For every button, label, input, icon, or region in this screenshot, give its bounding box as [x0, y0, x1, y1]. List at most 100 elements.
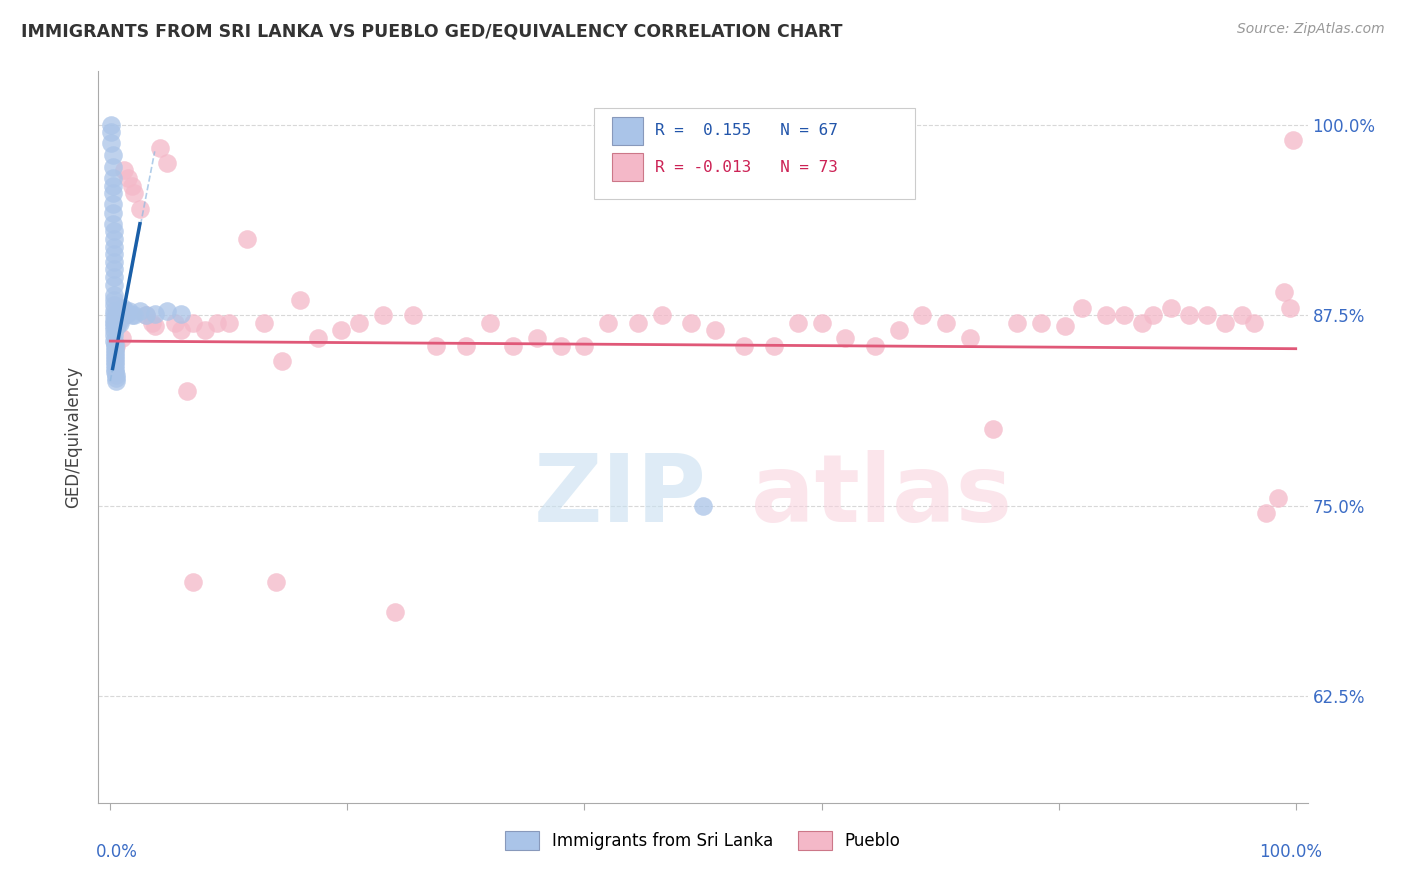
- Point: [103, 262, 125, 277]
- Point: [122, 308, 145, 322]
- Point: [101, 186, 124, 201]
- Point: [103, 318, 125, 333]
- Point: [1213, 316, 1236, 330]
- Point: [627, 316, 650, 330]
- Point: [1272, 285, 1295, 300]
- Point: [135, 308, 157, 322]
- Text: 100.0%: 100.0%: [1258, 843, 1322, 861]
- Point: [104, 340, 127, 354]
- Point: [103, 334, 125, 348]
- Point: [235, 232, 257, 246]
- Bar: [613, 117, 643, 145]
- Point: [103, 255, 125, 269]
- Text: atlas: atlas: [751, 450, 1012, 541]
- Point: [103, 303, 125, 318]
- Point: [103, 316, 125, 330]
- Point: [176, 384, 198, 399]
- Text: R =  0.155   N = 67: R = 0.155 N = 67: [655, 123, 838, 138]
- Point: [502, 338, 524, 352]
- Point: [271, 354, 294, 368]
- Point: [101, 197, 124, 211]
- Bar: [613, 153, 643, 181]
- Point: [810, 316, 832, 330]
- Point: [103, 239, 125, 253]
- Point: [105, 338, 128, 352]
- Point: [118, 303, 141, 318]
- Point: [692, 499, 714, 513]
- Point: [114, 163, 136, 178]
- Point: [104, 352, 127, 367]
- Point: [105, 310, 128, 324]
- Point: [100, 118, 122, 132]
- Point: [786, 316, 808, 330]
- Point: [115, 307, 138, 321]
- Point: [181, 316, 204, 330]
- Point: [103, 308, 125, 322]
- Point: [863, 338, 886, 352]
- Point: [111, 331, 134, 345]
- Point: [149, 140, 172, 154]
- Point: [101, 178, 124, 193]
- Point: [114, 303, 136, 318]
- Point: [1029, 316, 1052, 330]
- Point: [143, 318, 166, 333]
- Text: ZIP: ZIP: [534, 450, 707, 541]
- Point: [1267, 491, 1289, 505]
- Point: [834, 331, 856, 345]
- Point: [156, 155, 179, 169]
- Point: [103, 224, 125, 238]
- Point: [734, 338, 756, 352]
- Point: [104, 343, 127, 358]
- Point: [105, 308, 128, 322]
- Point: [101, 206, 124, 220]
- Point: [347, 316, 370, 330]
- Point: [103, 323, 125, 337]
- Point: [1053, 318, 1076, 333]
- Point: [104, 359, 127, 373]
- Point: [111, 303, 134, 318]
- Point: [100, 136, 122, 150]
- Point: [104, 346, 127, 360]
- Point: [103, 328, 125, 343]
- Point: [935, 316, 957, 330]
- Text: Source: ZipAtlas.com: Source: ZipAtlas.com: [1237, 22, 1385, 37]
- Point: [129, 303, 152, 318]
- Point: [129, 202, 152, 216]
- Point: [107, 303, 129, 318]
- Point: [959, 331, 981, 345]
- Point: [105, 312, 128, 326]
- Point: [401, 308, 423, 322]
- Point: [103, 288, 125, 302]
- Point: [1282, 133, 1305, 147]
- Point: [104, 365, 127, 379]
- Point: [1130, 316, 1153, 330]
- Point: [205, 316, 228, 330]
- Point: [108, 312, 131, 326]
- Point: [425, 338, 447, 352]
- Point: [117, 171, 139, 186]
- Point: [165, 316, 187, 330]
- Point: [983, 422, 1005, 436]
- Point: [170, 323, 193, 337]
- Point: [103, 247, 125, 261]
- Point: [101, 161, 124, 175]
- Text: R = -0.013   N = 73: R = -0.013 N = 73: [655, 160, 838, 175]
- Point: [143, 307, 166, 321]
- Point: [103, 232, 125, 246]
- Point: [1095, 308, 1118, 322]
- Point: [122, 186, 145, 201]
- Point: [194, 323, 217, 337]
- Point: [550, 338, 572, 352]
- Point: [1278, 301, 1301, 315]
- Point: [384, 605, 406, 619]
- Point: [103, 277, 125, 292]
- Point: [107, 307, 129, 321]
- Point: [253, 316, 276, 330]
- Point: [104, 349, 127, 363]
- Point: [1232, 308, 1254, 322]
- Point: [1160, 301, 1182, 315]
- Point: [1005, 316, 1028, 330]
- Point: [1243, 316, 1265, 330]
- Point: [1071, 301, 1094, 315]
- Point: [454, 338, 477, 352]
